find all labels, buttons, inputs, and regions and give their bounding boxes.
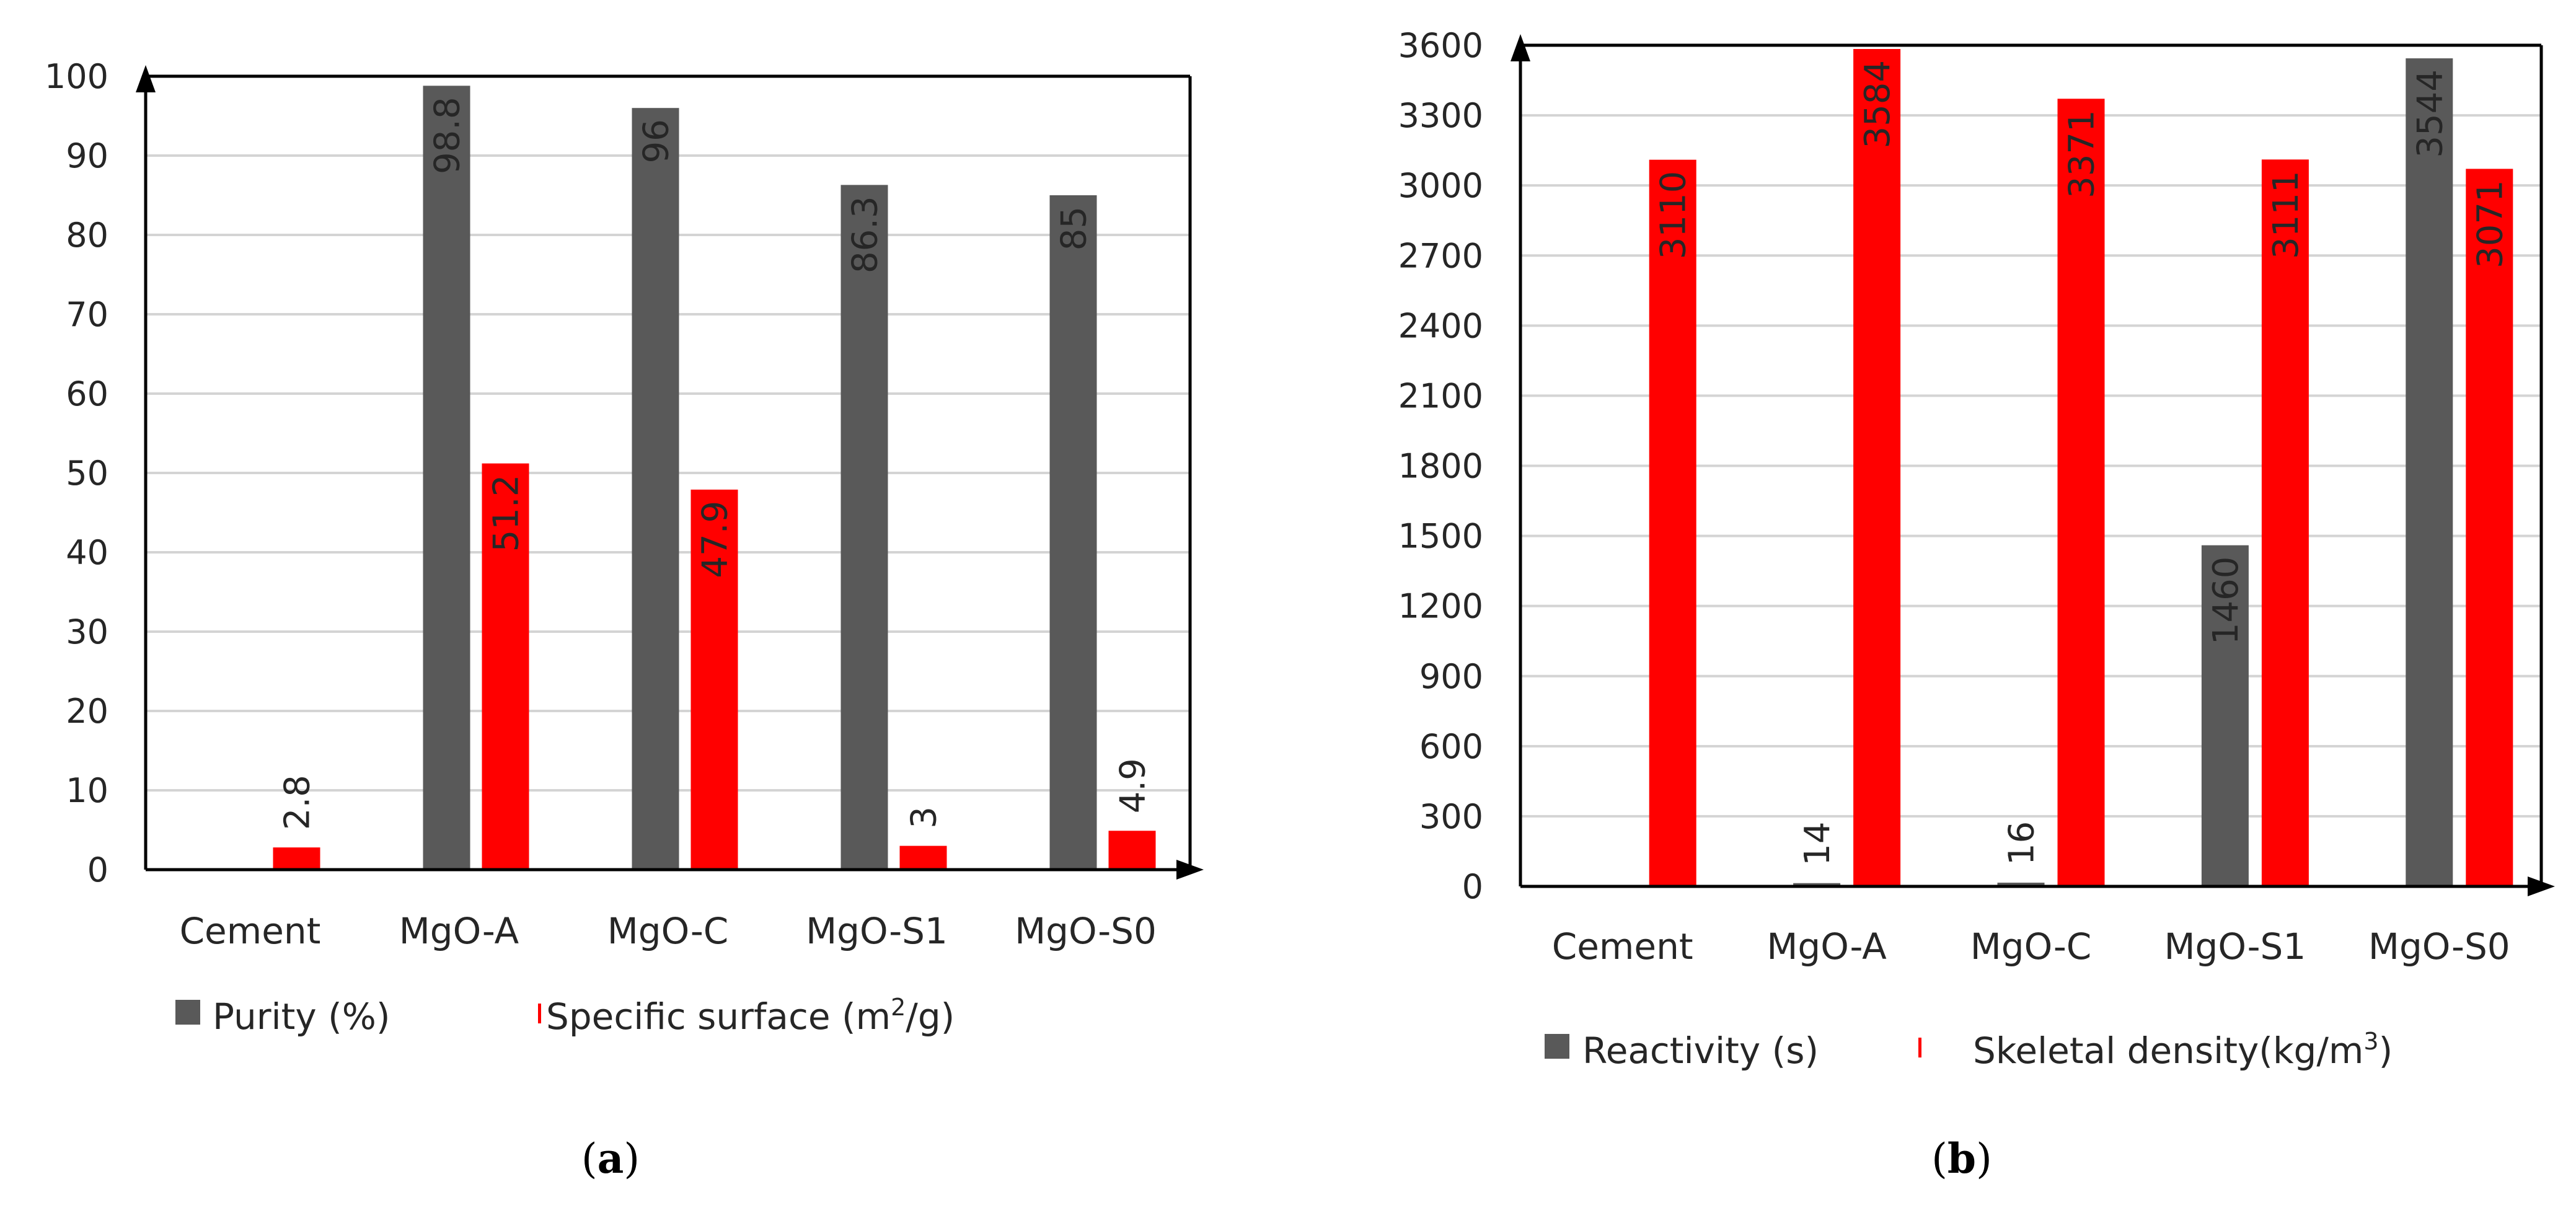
bar-gray-mgo-s1 [2201, 545, 2249, 886]
bar-red-cement [273, 847, 320, 870]
data-label: 3544 [2410, 69, 2450, 158]
bar-red-mgo-s1 [2261, 159, 2309, 887]
data-label: 3584 [1858, 60, 1898, 149]
y-tick-label: 60 [66, 374, 108, 413]
bar-gray-mgo-c [632, 108, 679, 870]
panel-paren: ) [1976, 1135, 1992, 1183]
y-tick-label: 100 [45, 57, 108, 96]
legend-swatch [175, 1000, 200, 1025]
x-category-label: MgO-C [607, 910, 729, 952]
data-label: 14 [1797, 821, 1838, 865]
y-tick-label: 0 [87, 850, 108, 889]
bar-red-mgo-s1 [899, 845, 947, 870]
data-label: 47.9 [695, 501, 736, 578]
data-label: 85 [1054, 206, 1095, 250]
x-category-label: MgO-S1 [2164, 925, 2306, 968]
y-tick-label: 1200 [1398, 587, 1483, 626]
panel-label: (b) [1931, 1134, 1992, 1183]
y-tick-label: 80 [66, 216, 108, 255]
bar-gray-mgo-a [1793, 883, 1841, 886]
y-tick-label: 2400 [1398, 306, 1483, 345]
x-category-label: MgO-S0 [2368, 925, 2510, 968]
chart-panel-b: 0300600900120015001800210024002700300033… [1398, 26, 2555, 1183]
data-label: 16 [2002, 821, 2042, 865]
data-label: 3111 [2266, 170, 2306, 259]
bar-gray-mgo-c [1997, 882, 2045, 886]
y-tick-label: 40 [66, 533, 108, 572]
data-label: 1460 [2206, 557, 2246, 645]
y-tick-label: 90 [66, 136, 108, 175]
y-tick-label: 1800 [1398, 447, 1483, 486]
panel-letter: b [1947, 1134, 1976, 1183]
y-tick-label: 300 [1419, 797, 1483, 836]
legend-swatch [1918, 1038, 1921, 1057]
legend-text-tail: /g) [906, 995, 955, 1038]
x-category-label: MgO-C [1970, 925, 2092, 968]
x-category-label: Cement [180, 910, 321, 952]
legend-text-tail: ) [2379, 1030, 2393, 1072]
panel-paren: ) [624, 1135, 640, 1183]
bar-red-mgo-c [690, 489, 738, 870]
data-label: 2.8 [278, 775, 318, 830]
chart-panel-a: 0 10 20 30 40 50 60 70 80 90 100 Cement MgO-A MgO-C Mg… [45, 57, 1204, 1183]
y-tick-label: 50 [66, 454, 108, 493]
bar-gray-mgo-a [423, 86, 470, 870]
x-category-label: MgO-A [1767, 925, 1887, 968]
data-label: 3110 [1654, 171, 1694, 260]
legend-entry: Skeletal density(kg/m3) [1973, 1028, 2393, 1072]
legend-text: Specific surface (m [546, 995, 891, 1038]
y-tick-label: 900 [1419, 657, 1483, 696]
y-tick-label: 2100 [1398, 376, 1483, 415]
y-axis-arrow [1511, 34, 1530, 61]
legend-superscript: 3 [2363, 1028, 2378, 1055]
legend-swatch [538, 1004, 541, 1023]
y-tick-label: 10 [66, 771, 108, 810]
bar-red-mgo-c [2057, 99, 2105, 886]
x-category-label: MgO-S1 [806, 910, 948, 952]
x-category-label: MgO-A [399, 910, 519, 952]
y-tick-label: 20 [66, 692, 108, 731]
bar-red-mgo-s0 [1108, 831, 1156, 870]
data-label: 3371 [2062, 110, 2102, 198]
bar-gray-mgo-s1 [840, 185, 888, 870]
x-category-label: MgO-S0 [1015, 910, 1157, 952]
legend-text: Purity (%) [213, 995, 390, 1038]
panel-letter: a [598, 1134, 624, 1183]
panel-label: (a) [581, 1134, 640, 1183]
bar-gray-mgo-s0 [2406, 58, 2453, 886]
legend-entry: Specific surface (m2/g) [546, 994, 955, 1038]
panel-paren: ( [1931, 1135, 1947, 1183]
y-tick-label: 3300 [1398, 96, 1483, 135]
y-tick-label: 3000 [1398, 166, 1483, 205]
legend-text: Skeletal density(kg/m [1973, 1030, 2363, 1072]
legend-superscript: 2 [891, 994, 906, 1021]
bar-red-mgo-s0 [2466, 169, 2513, 887]
y-tick-label: 0 [1462, 867, 1483, 906]
bar-gray-mgo-s0 [1049, 195, 1097, 870]
bar-red-mgo-a [482, 463, 529, 870]
data-label: 3 [904, 806, 945, 829]
y-tick-label: 70 [66, 295, 108, 334]
y-tick-label: 600 [1419, 727, 1483, 766]
data-label: 51.2 [487, 475, 527, 552]
legend-entry: Purity (%) [213, 995, 390, 1038]
y-axis-arrow [136, 65, 156, 92]
data-label: 96 [637, 119, 677, 163]
legend-swatch [1545, 1034, 1569, 1059]
y-tick-label: 30 [66, 612, 108, 651]
legend-text: Reactivity (s) [1582, 1030, 1819, 1072]
data-label: 4.9 [1113, 758, 1153, 813]
y-tick-label: 2700 [1398, 236, 1483, 275]
bar-red-mgo-a [1853, 49, 1901, 886]
data-label: 3071 [2470, 180, 2510, 268]
data-label: 98.8 [428, 97, 468, 174]
legend-entry: Reactivity (s) [1582, 1030, 1819, 1072]
data-label: 86.3 [845, 196, 886, 273]
y-tick-label: 3600 [1398, 26, 1483, 65]
bar-red-cement [1649, 159, 1696, 887]
y-tick-label: 1500 [1398, 517, 1483, 556]
x-category-label: Cement [1552, 925, 1693, 968]
panel-paren: ( [581, 1135, 598, 1183]
